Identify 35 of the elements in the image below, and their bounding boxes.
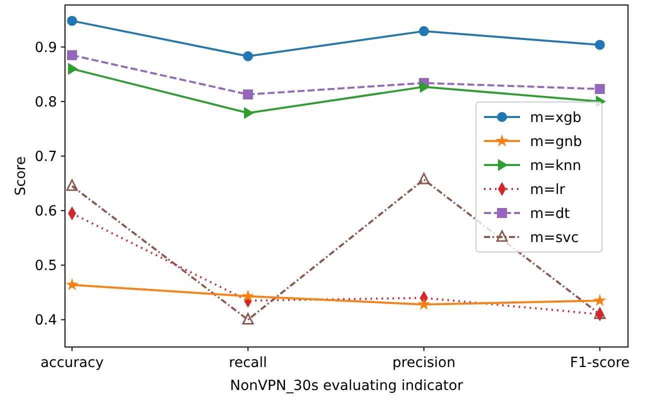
point <box>418 26 429 36</box>
legend-label: m=xgb <box>530 110 582 126</box>
point <box>67 16 78 26</box>
point <box>418 172 430 184</box>
point <box>242 89 253 100</box>
legend-label: m=gnb <box>530 134 582 150</box>
point <box>420 80 430 93</box>
point <box>418 298 430 310</box>
legend-label: m=knn <box>530 158 582 174</box>
point <box>242 51 253 62</box>
x-tick-label: F1-score <box>570 355 630 371</box>
y-tick-label: 0.7 <box>34 149 57 166</box>
x-tick-label: recall <box>228 355 268 371</box>
x-axis-title: NonVPN_30s evaluating indicator <box>230 378 464 394</box>
y-tick-label: 0.5 <box>34 258 57 274</box>
point <box>66 278 78 290</box>
y-tick-label: 0.8 <box>34 94 57 111</box>
legend-label: m=svc <box>530 230 579 246</box>
point <box>594 40 605 50</box>
legend-label: m=dt <box>530 206 570 222</box>
legend-label: m=lr <box>530 182 566 198</box>
y-tick-label: 0.4 <box>34 312 58 329</box>
point <box>68 62 78 75</box>
y-axis-title: Score <box>13 156 29 196</box>
point <box>242 290 254 302</box>
point <box>244 107 254 119</box>
point <box>594 84 605 94</box>
y-tick-label: 0.6 <box>34 204 58 220</box>
point <box>67 50 78 60</box>
y-tick-label: 0.9 <box>34 40 57 56</box>
point <box>594 294 606 306</box>
point <box>66 179 78 191</box>
x-tick-label: accuracy <box>40 355 104 371</box>
x-tick-label: precision <box>392 355 456 371</box>
point <box>242 312 254 324</box>
